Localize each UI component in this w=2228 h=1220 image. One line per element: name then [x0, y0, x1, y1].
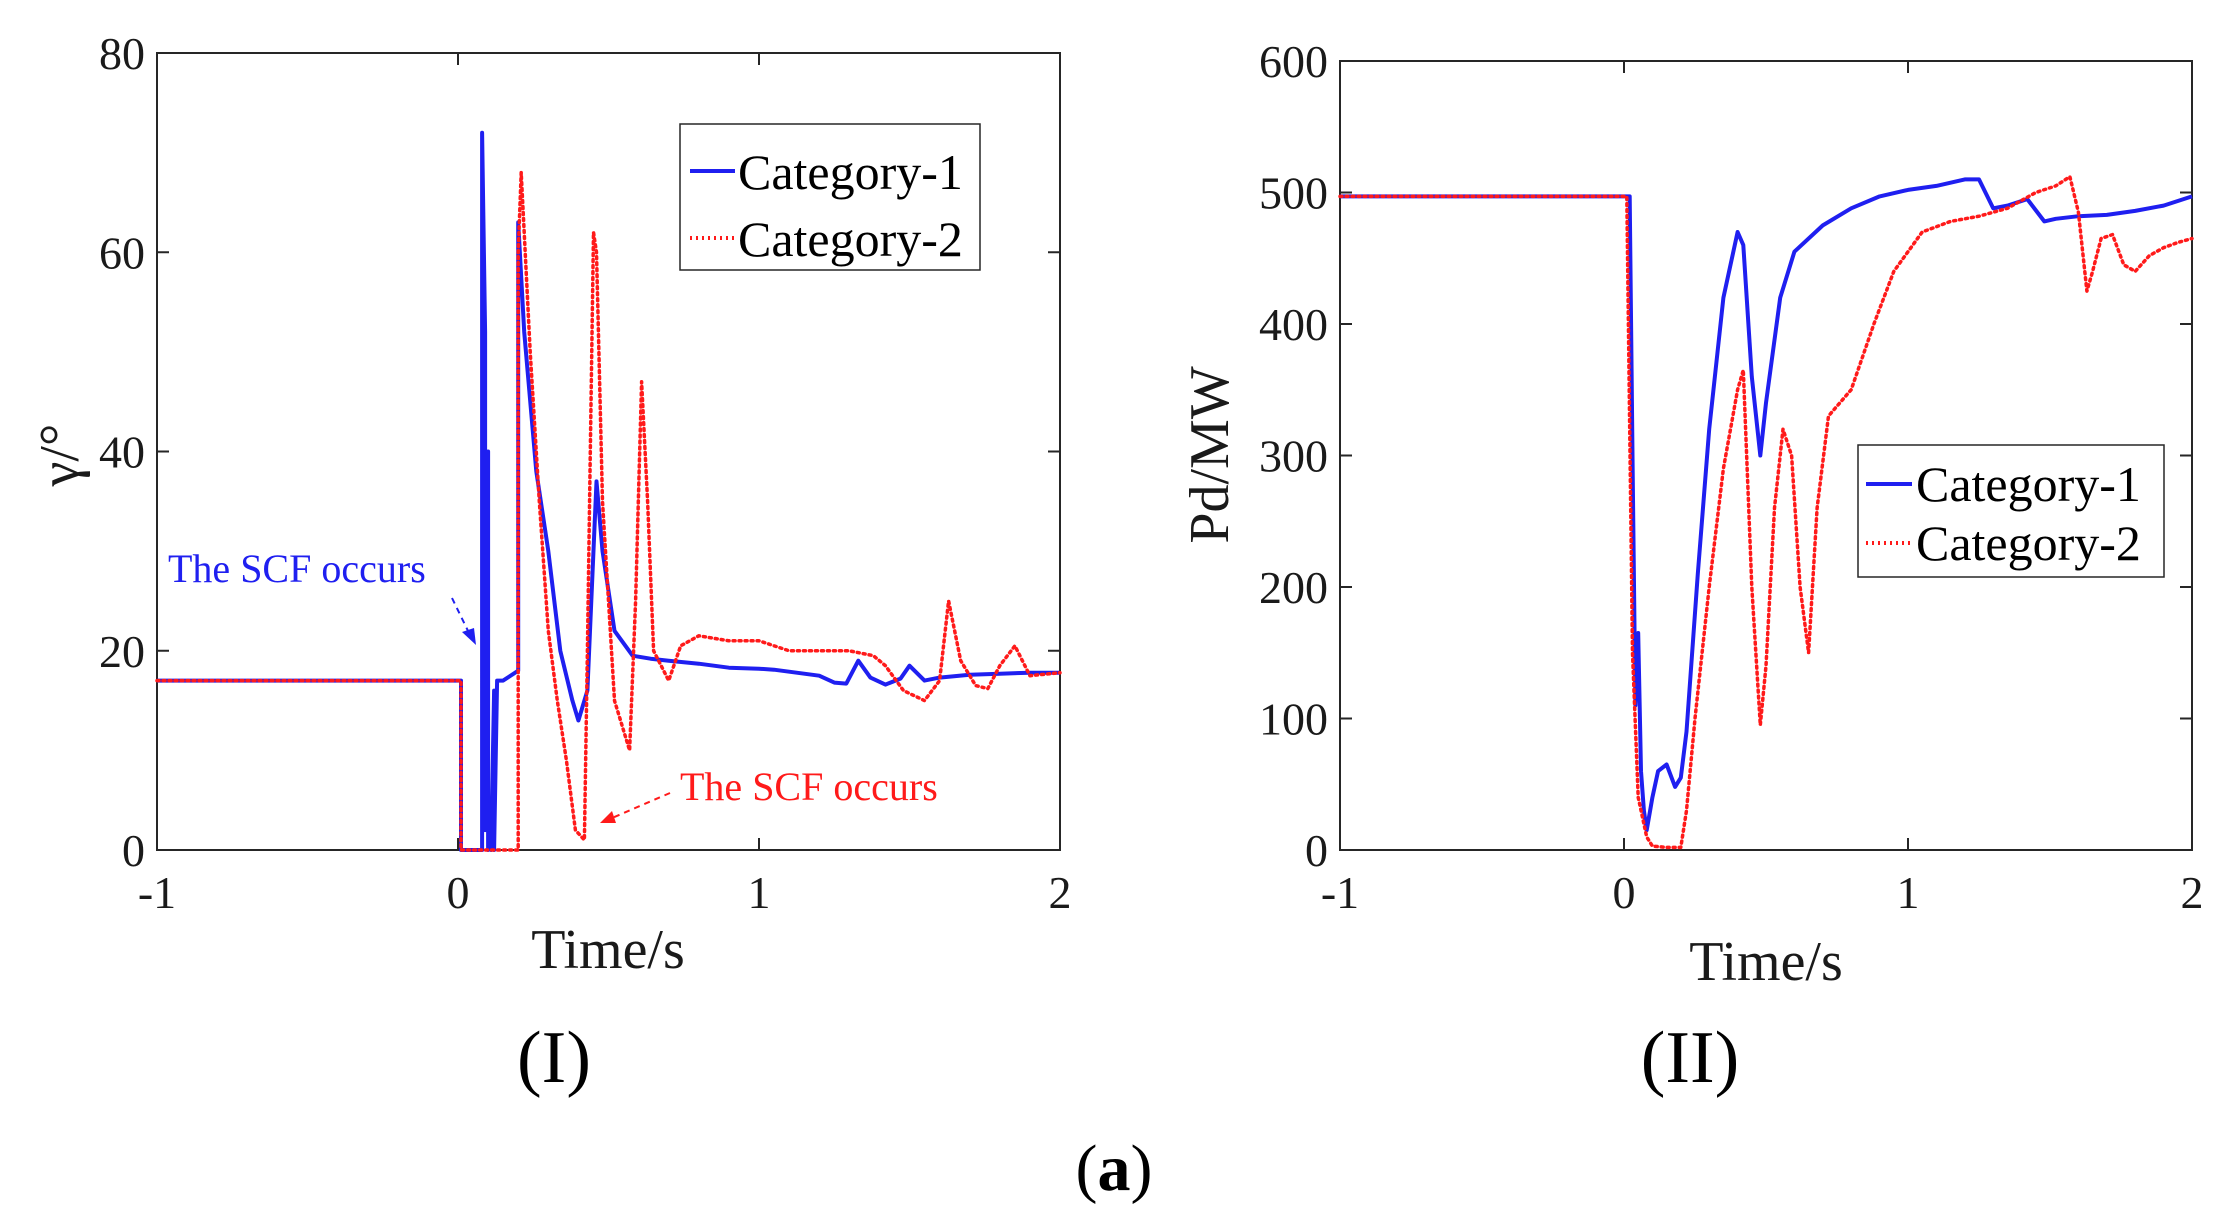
series-lines-2: [1338, 174, 2194, 850]
figure-label-close: ): [1131, 1132, 1153, 1205]
y-tick-label: 500: [1259, 168, 1328, 219]
y-axis-label-2: Pd/MW: [1179, 366, 1241, 543]
y-tick-label: 0: [1305, 825, 1328, 876]
y-tick-label: 600: [1259, 36, 1328, 87]
legend-label-category-2: Category-2: [738, 211, 963, 267]
y-tick-label: 200: [1259, 562, 1328, 613]
y-tick-label: 400: [1259, 299, 1328, 350]
annotation-blue: The SCF occurs: [168, 546, 476, 645]
legend-label-category-2: Category-2: [1916, 515, 2141, 571]
y-axis-label-1: γ/°: [29, 424, 91, 488]
x-axis-label-2: Time/s: [1689, 931, 1843, 993]
y-ticks-2: 0 100 200 300 400 500 600: [1259, 36, 2192, 876]
legend-2: Category-1 Category-2: [1857, 444, 2165, 578]
panel-label-2: (II): [1641, 1017, 1740, 1099]
y-tick-label: 0: [122, 825, 145, 876]
annotation-arrowhead-blue: [462, 628, 476, 645]
panel-label-1: (I): [517, 1017, 591, 1099]
series-line-category-2: [155, 170, 1062, 852]
legend-1: Category-1 Category-2: [679, 123, 981, 271]
x-tick-label: -1: [1321, 867, 1359, 918]
x-tick-label: 2: [2181, 867, 2204, 918]
x-ticks-1: -1 0 1 2: [138, 53, 1072, 918]
legend-box-2: [1857, 444, 2165, 578]
x-ticks-2: -1 0 1 2: [1321, 61, 2204, 918]
legend-box-1: [679, 123, 981, 271]
x-tick-label: 1: [1897, 867, 1920, 918]
figure-label: (a): [1076, 1132, 1153, 1205]
x-axis-label-1: Time/s: [531, 919, 685, 981]
legend-label-category-1: Category-1: [738, 144, 963, 200]
y-tick-label: 300: [1259, 431, 1328, 482]
y-tick-label: 40: [99, 427, 145, 478]
y-tick-label: 60: [99, 227, 145, 278]
figure-label-letter: a: [1098, 1132, 1131, 1205]
x-tick-label: 0: [1613, 867, 1636, 918]
y-tick-label: 100: [1259, 694, 1328, 745]
series-line-category-1: [1340, 177, 2193, 833]
series-line-category-1: [157, 130, 1060, 852]
annotation-arrowhead-red: [600, 811, 616, 823]
annotation-arrow-blue: [451, 597, 471, 636]
series-line-category-2: [1338, 174, 2194, 850]
annotation-text-red: The SCF occurs: [680, 764, 938, 809]
x-tick-label: 1: [748, 867, 771, 918]
x-tick-label: 2: [1049, 867, 1072, 918]
y-ticks-1: 0 20 40 60 80: [99, 28, 1060, 876]
legend-label-category-1: Category-1: [1916, 456, 2141, 512]
figure-label-open: (: [1076, 1132, 1098, 1205]
x-tick-label: -1: [138, 867, 176, 918]
x-tick-label: 0: [447, 867, 470, 918]
annotation-red: The SCF occurs: [600, 764, 938, 823]
y-tick-label: 80: [99, 28, 145, 79]
annotation-text-blue: The SCF occurs: [168, 546, 426, 591]
y-tick-label: 20: [99, 626, 145, 677]
series-lines-1: [155, 130, 1062, 852]
